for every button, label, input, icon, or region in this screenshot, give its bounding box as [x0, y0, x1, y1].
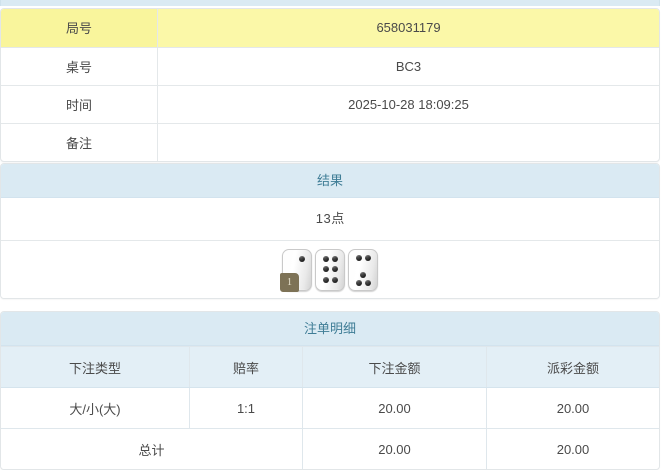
table-number-value: BC3	[157, 46, 659, 86]
bet-stake-value: 20.00	[302, 387, 487, 429]
total-payout-value: 20.00	[486, 428, 659, 469]
total-label: 总计	[1, 428, 303, 469]
pip-blank	[299, 266, 305, 272]
bet-detail-card: 注单明细 下注类型 赔率 下注金额 派彩金额 大/小(大) 1:1 20.00 …	[0, 311, 660, 470]
result-points-unit: 点	[331, 211, 345, 226]
round-info-table: 局号 658031179 桌号 BC3 时间 2025-10-28 18:09:…	[1, 9, 659, 161]
die-index-badge: 1	[280, 272, 299, 292]
dice-row: 1	[1, 241, 659, 298]
pip-blank	[356, 263, 362, 269]
table-total-row: 总计 20.00 20.00	[1, 428, 659, 469]
pip	[331, 266, 338, 273]
pip	[355, 279, 362, 286]
pip	[355, 254, 362, 261]
result-section-title: 结果	[1, 164, 659, 198]
pip	[364, 254, 371, 261]
pip	[360, 272, 366, 279]
pip-blank	[290, 266, 296, 272]
remark-label: 备注	[1, 122, 158, 161]
pip-blank	[290, 256, 296, 262]
time-value: 2025-10-28 18:09:25	[157, 84, 659, 124]
bet-section-title: 注单明细	[1, 312, 659, 346]
column-header-stake: 下注金额	[302, 346, 487, 388]
die-face-5	[348, 248, 378, 291]
column-header-odds: 赔率	[189, 346, 303, 388]
bet-detail-table: 下注类型 赔率 下注金额 派彩金额 大/小(大) 1:1 20.00 20.00…	[1, 346, 659, 469]
die-face-6	[315, 248, 345, 291]
result-card: 结果 13点 1	[0, 163, 660, 299]
pip	[364, 279, 371, 286]
total-stake-value: 20.00	[302, 428, 487, 469]
pip	[298, 255, 305, 262]
time-label: 时间	[1, 84, 158, 124]
bet-type-value: 大/小(大)	[1, 387, 190, 429]
die-face-2: 1	[280, 248, 312, 292]
remark-value	[157, 122, 659, 161]
pip	[322, 277, 329, 284]
table-row: 备注	[1, 122, 659, 161]
pip	[322, 255, 329, 262]
table-row: 时间 2025-10-28 18:09:25	[1, 84, 659, 124]
pip-blank	[299, 277, 305, 283]
table-row: 局号 658031179	[1, 9, 659, 48]
table-header-row: 下注类型 赔率 下注金额 派彩金额	[1, 346, 659, 388]
column-header-bet-type: 下注类型	[1, 346, 190, 388]
bet-payout-value: 20.00	[486, 387, 659, 429]
pip	[322, 266, 329, 273]
pip	[331, 277, 338, 284]
pip	[331, 255, 338, 262]
result-points: 13点	[1, 198, 659, 241]
result-points-number: 13	[315, 211, 332, 226]
top-panel-edge	[0, 0, 660, 6]
round-info-card: 局号 658031179 桌号 BC3 时间 2025-10-28 18:09:…	[0, 8, 660, 162]
table-row: 大/小(大) 1:1 20.00 20.00	[1, 387, 659, 429]
table-number-label: 桌号	[1, 46, 158, 86]
bet-odds-value: 1:1	[189, 387, 303, 429]
table-row: 桌号 BC3	[1, 46, 659, 86]
column-header-payout: 派彩金额	[486, 346, 659, 388]
round-number-label: 局号	[1, 9, 158, 48]
round-number-value: 658031179	[157, 9, 659, 48]
